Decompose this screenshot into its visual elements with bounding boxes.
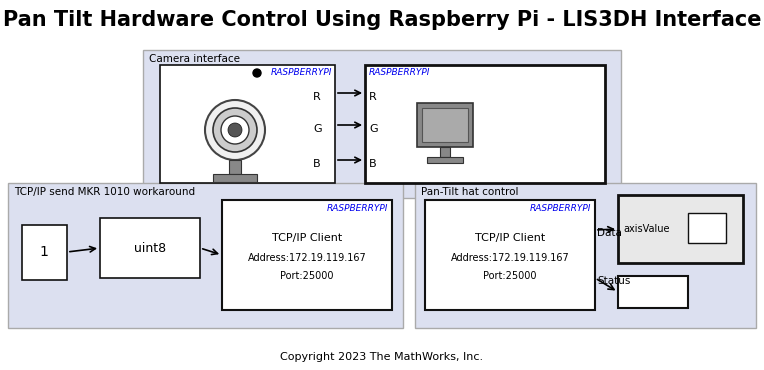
Text: 1: 1 [40, 245, 48, 259]
Bar [222, 200, 392, 310]
Text: Camera interface: Camera interface [149, 54, 240, 64]
Text: Pan Tilt Hardware Control Using Raspberry Pi - LIS3DH Interface: Pan Tilt Hardware Control Using Raspberr… [3, 10, 761, 30]
Bar [100, 218, 200, 278]
Text: TCP/IP send MKR 1010 workaround: TCP/IP send MKR 1010 workaround [14, 187, 195, 197]
Circle shape [205, 100, 265, 160]
Circle shape [213, 108, 257, 152]
Text: Port:25000: Port:25000 [280, 271, 334, 281]
Text: RASPBERRYPI: RASPBERRYPI [327, 204, 388, 213]
Bar [425, 200, 595, 310]
Text: RASPBERRYPI: RASPBERRYPI [529, 204, 591, 213]
Text: B: B [369, 159, 377, 169]
Text: G: G [313, 124, 322, 134]
Text: uint8: uint8 [134, 242, 166, 255]
Bar [365, 65, 605, 183]
Bar [213, 174, 257, 182]
Bar [427, 157, 463, 163]
Bar [160, 65, 335, 183]
Bar [422, 108, 468, 142]
Text: TCP/IP Client: TCP/IP Client [272, 233, 342, 243]
Circle shape [228, 123, 242, 137]
Bar [440, 147, 450, 157]
Bar [229, 160, 241, 174]
Text: B: B [313, 159, 321, 169]
Text: Pan-Tilt hat control: Pan-Tilt hat control [421, 187, 519, 197]
Text: Address:172.19.119.167: Address:172.19.119.167 [451, 253, 569, 263]
Text: Port:25000: Port:25000 [484, 271, 537, 281]
Text: RASPBERRYPI: RASPBERRYPI [270, 68, 332, 77]
Text: TCP/IP Client: TCP/IP Client [475, 233, 545, 243]
Text: RASPBERRYPI: RASPBERRYPI [369, 68, 430, 77]
Bar [688, 213, 726, 243]
Text: R: R [369, 92, 377, 102]
Bar [618, 195, 743, 263]
Circle shape [253, 69, 261, 77]
Text: R: R [313, 92, 321, 102]
Text: Status: Status [597, 276, 630, 286]
Circle shape [221, 116, 249, 144]
Bar [417, 103, 473, 147]
Text: Address:172.19.119.167: Address:172.19.119.167 [248, 253, 367, 263]
Bar [8, 183, 403, 328]
Bar [22, 225, 67, 280]
Text: Copyright 2023 The MathWorks, Inc.: Copyright 2023 The MathWorks, Inc. [280, 352, 484, 362]
Bar [415, 183, 756, 328]
Text: G: G [369, 124, 377, 134]
Text: axisValue: axisValue [623, 224, 669, 234]
Bar [143, 50, 621, 198]
Bar [618, 276, 688, 308]
Text: Data: Data [597, 228, 622, 238]
